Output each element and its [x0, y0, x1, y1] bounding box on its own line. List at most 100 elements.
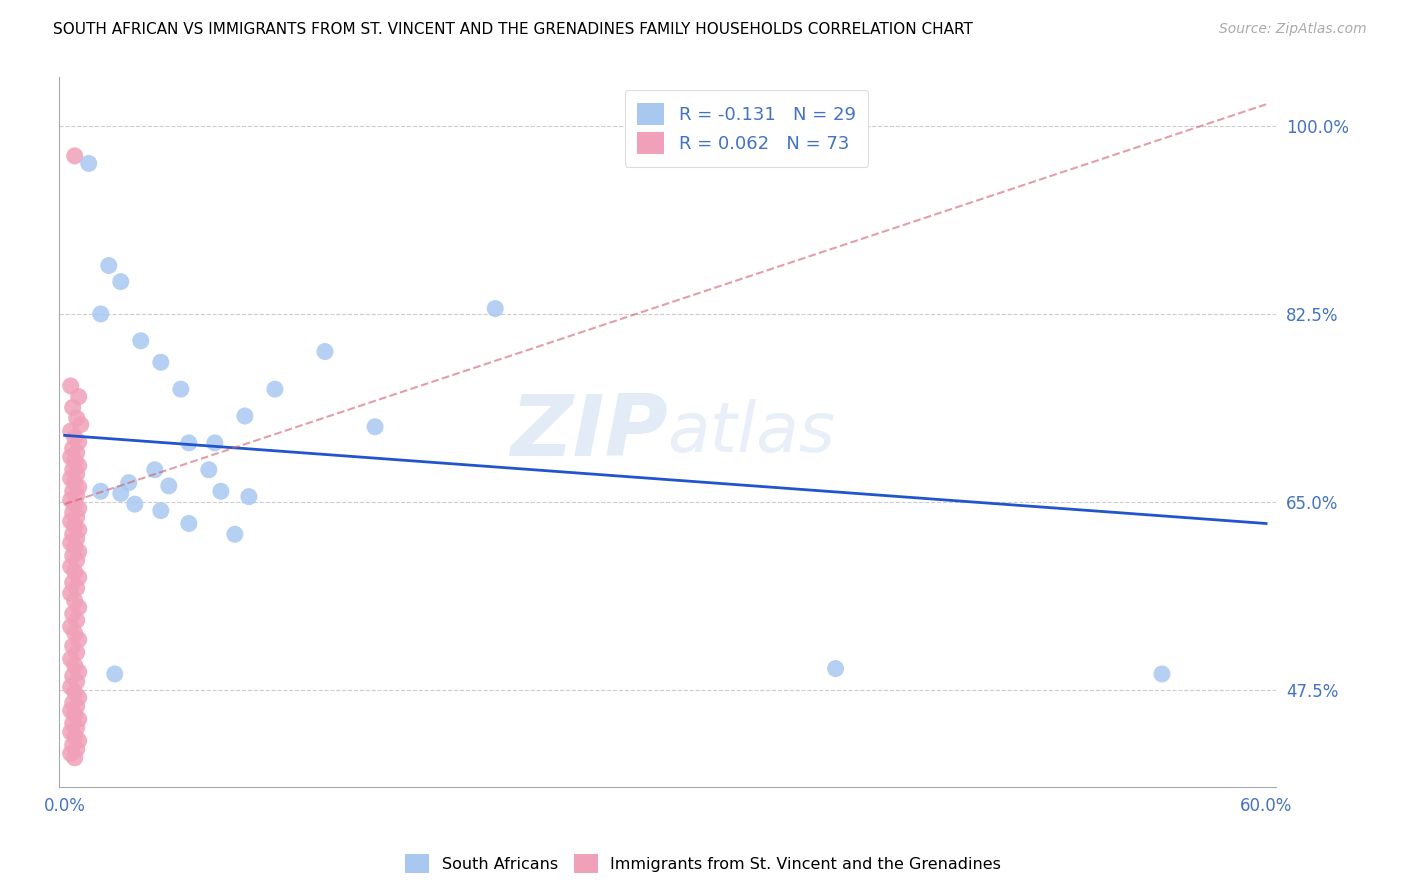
- Point: [63, 707, 86, 722]
- Point: [63, 565, 86, 579]
- Point: [59, 450, 82, 464]
- Point: [62, 738, 84, 752]
- Point: [62, 607, 84, 621]
- Point: [66, 411, 89, 425]
- Text: Source: ZipAtlas.com: Source: ZipAtlas.com: [1219, 22, 1367, 37]
- Point: [66, 581, 89, 595]
- Point: [59, 652, 82, 666]
- Point: [62, 549, 84, 563]
- Point: [90, 307, 112, 321]
- Point: [364, 419, 387, 434]
- Point: [63, 475, 86, 490]
- Point: [66, 532, 89, 546]
- Point: [59, 620, 82, 634]
- Point: [66, 721, 89, 735]
- Point: [66, 674, 89, 689]
- Point: [67, 458, 90, 473]
- Point: [62, 484, 84, 499]
- Point: [63, 658, 86, 673]
- Point: [63, 729, 86, 743]
- Point: [67, 632, 90, 647]
- Point: [66, 699, 89, 714]
- Point: [118, 475, 141, 490]
- Point: [62, 527, 84, 541]
- Point: [204, 436, 226, 450]
- Point: [63, 685, 86, 699]
- Point: [62, 639, 84, 653]
- Point: [67, 570, 90, 584]
- Point: [67, 665, 90, 679]
- Point: [59, 559, 82, 574]
- Point: [104, 667, 127, 681]
- Point: [157, 479, 180, 493]
- Point: [224, 527, 246, 541]
- Point: [66, 553, 89, 567]
- Point: [66, 742, 89, 756]
- Point: [238, 490, 260, 504]
- Point: [67, 733, 90, 747]
- Point: [314, 344, 336, 359]
- Point: [67, 544, 90, 558]
- Point: [67, 712, 90, 726]
- Point: [69, 417, 91, 432]
- Point: [90, 484, 112, 499]
- Point: [62, 442, 84, 456]
- Point: [59, 492, 82, 507]
- Point: [77, 156, 100, 170]
- Point: [67, 390, 90, 404]
- Point: [66, 645, 89, 659]
- Point: [264, 382, 287, 396]
- Point: [110, 486, 132, 500]
- Point: [67, 600, 90, 615]
- Point: [59, 680, 82, 694]
- Point: [67, 480, 90, 494]
- Point: [59, 725, 82, 739]
- Point: [63, 751, 86, 765]
- Text: atlas: atlas: [668, 399, 835, 466]
- Point: [177, 516, 200, 531]
- Legend: South Africans, Immigrants from St. Vincent and the Grenadines: South Africans, Immigrants from St. Vinc…: [398, 847, 1008, 880]
- Point: [67, 501, 90, 516]
- Point: [209, 484, 232, 499]
- Point: [97, 259, 120, 273]
- Point: [149, 355, 172, 369]
- Point: [62, 401, 84, 415]
- Point: [63, 454, 86, 468]
- Point: [124, 497, 146, 511]
- Point: [62, 716, 84, 731]
- Point: [66, 445, 89, 459]
- Point: [63, 497, 86, 511]
- Point: [63, 594, 86, 608]
- Point: [59, 704, 82, 718]
- Point: [62, 575, 84, 590]
- Text: ZIP: ZIP: [510, 391, 668, 474]
- Point: [67, 690, 90, 705]
- Point: [66, 613, 89, 627]
- Point: [66, 467, 89, 481]
- Point: [62, 696, 84, 710]
- Point: [67, 523, 90, 537]
- Point: [59, 424, 82, 438]
- Point: [149, 503, 172, 517]
- Point: [143, 463, 166, 477]
- Point: [1150, 667, 1173, 681]
- Text: SOUTH AFRICAN VS IMMIGRANTS FROM ST. VINCENT AND THE GRENADINES FAMILY HOUSEHOLD: SOUTH AFRICAN VS IMMIGRANTS FROM ST. VIN…: [53, 22, 973, 37]
- Point: [59, 514, 82, 528]
- Point: [62, 669, 84, 683]
- Point: [62, 463, 84, 477]
- Legend: R = -0.131   N = 29, R = 0.062   N = 73: R = -0.131 N = 29, R = 0.062 N = 73: [624, 90, 869, 167]
- Point: [59, 379, 82, 393]
- Point: [63, 430, 86, 444]
- Point: [59, 747, 82, 761]
- Point: [129, 334, 152, 348]
- Point: [62, 506, 84, 520]
- Point: [233, 409, 256, 423]
- Point: [824, 662, 846, 676]
- Point: [63, 149, 86, 163]
- Point: [59, 536, 82, 550]
- Point: [63, 540, 86, 554]
- Point: [67, 434, 90, 449]
- Point: [59, 471, 82, 485]
- Point: [63, 518, 86, 533]
- Point: [170, 382, 193, 396]
